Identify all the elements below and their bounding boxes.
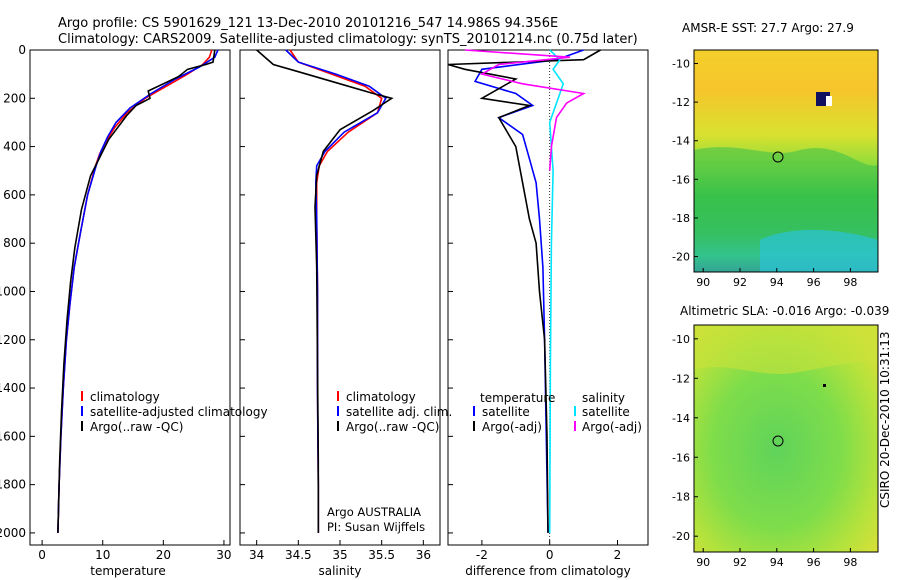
difference-series-1	[447, 49, 601, 533]
difference-plot-frame	[447, 49, 649, 546]
salinity-annotation-0: Argo AUSTRALIA	[327, 505, 421, 519]
difference-legend-left-label-1: Argo(-adj)	[482, 420, 542, 434]
depth-tick-label-0: 0	[18, 43, 26, 57]
header-line-2: Climatology: CARS2009. Satellite-adjuste…	[58, 32, 638, 47]
sla_map-xtick-label-3: 96	[807, 556, 821, 569]
sla_map-xtick-label-4: 98	[843, 556, 857, 569]
depth-tick-label-8: 1600	[0, 429, 26, 443]
salinity-xtick-label-2: 35	[332, 548, 347, 562]
sla_map-ytick-label-5: -20	[672, 530, 690, 543]
temperature-xtick-label-0: 0	[38, 548, 46, 562]
sst_map-xtick-label-2: 94	[770, 276, 784, 289]
salinity-annotation-1: PI: Susan Wijffels	[327, 520, 425, 534]
sst_map-xtick-label-0: 90	[696, 276, 710, 289]
salinity-legend-label-0: climatology	[346, 390, 416, 404]
salinity-legend-label-1: satellite adj. clim.	[346, 405, 452, 419]
temperature-series-2	[57, 49, 216, 533]
depth-tick-label-5: 1000	[0, 284, 26, 298]
csiro-timestamp: CSIRO 20-Dec-2010 10:31:13	[878, 331, 892, 509]
sst_map-ytick-label-0: -10	[672, 58, 690, 71]
sla-map-axes: 90 92 94 96 98 -10 -12 -14 -16 -18 -20	[672, 333, 857, 569]
difference-series-2	[548, 49, 565, 533]
depth-tick-label-1: 200	[3, 91, 26, 105]
temperature-series-0	[57, 49, 213, 533]
salinity-series-1	[285, 49, 387, 533]
depth-tick-label-6: 1200	[0, 333, 26, 347]
depth-tick-label-7: 1400	[0, 381, 26, 395]
depth-tick-label-10: 2000	[0, 526, 26, 540]
temperature-series-1	[57, 49, 219, 533]
sst_map-ytick-label-5: -20	[672, 251, 690, 264]
difference-legend-right-title: salinity	[582, 391, 625, 405]
depth-tick-label-2: 400	[3, 140, 26, 154]
temperature-legend-label-0: climatology	[90, 390, 160, 404]
temperature-legend-label-2: Argo(..raw -QC)	[90, 420, 183, 434]
temperature-xlabel: temperature	[90, 564, 165, 578]
depth-tick-label-4: 800	[3, 236, 26, 250]
sla_map-xtick-label-0: 90	[696, 556, 710, 569]
sst_map-xtick-label-1: 92	[733, 276, 747, 289]
temperature-legend-label-1: satellite-adjusted climatology	[90, 405, 268, 419]
sla_map-ytick-label-0: -10	[672, 333, 690, 346]
difference-xtick-label-0: -2	[476, 548, 488, 562]
difference-legend-right-label-0: satellite	[582, 405, 630, 419]
sst_map-ytick-label-2: -14	[672, 135, 690, 148]
difference-legend-left-title: temperature	[480, 391, 555, 405]
sla-map-frame	[693, 324, 879, 553]
sla-map-title: Altimetric SLA: -0.016 Argo: -0.039	[680, 304, 889, 318]
difference-xtick-label-1: 0	[546, 548, 554, 562]
temperature-xtick-label-3: 30	[216, 548, 231, 562]
sla_map-ytick-label-3: -16	[672, 451, 690, 464]
difference-legend-left-label-0: satellite	[482, 405, 530, 419]
sla_map-ytick-label-2: -14	[672, 412, 690, 425]
sst-cool-patch	[760, 229, 878, 272]
sla_map-xtick-label-1: 92	[733, 556, 747, 569]
difference-xtick-label-2: 2	[614, 548, 622, 562]
difference-series-3	[464, 49, 586, 171]
depth-tick-label-3: 600	[3, 188, 26, 202]
sla_map-xtick-label-2: 94	[770, 556, 784, 569]
temperature-xtick-label-1: 10	[95, 548, 110, 562]
salinity-legend-label-2: Argo(..raw -QC)	[346, 420, 439, 434]
sst-map-axes: 90 92 94 96 98 -10 -12 -14 -16 -18 -20	[672, 58, 857, 289]
salinity-xtick-label-1: 34.5	[285, 548, 312, 562]
temperature-plot-frame	[29, 49, 231, 546]
salinity-plot-frame	[239, 49, 441, 546]
sla-yellow-band	[694, 325, 878, 374]
depth-tick-label-9: 1800	[0, 478, 26, 492]
difference-series-0	[473, 49, 584, 533]
sst-argo-position-marker	[772, 151, 784, 163]
difference-panel: -2 0 2 difference from climatology temperatu…	[447, 49, 649, 578]
salinity-series-0	[289, 49, 383, 533]
sst-map-frame	[693, 49, 879, 273]
salinity-xlabel: salinity	[318, 564, 361, 578]
header-line-1: Argo profile: CS 5901629_121 13-Dec-2010…	[58, 16, 558, 31]
salinity-xtick-label-4: 36	[416, 548, 431, 562]
temperature-xtick-label-2: 20	[156, 548, 171, 562]
difference-legend-right-label-1: Argo(-adj)	[582, 420, 642, 434]
temperature-panel: 0 10 20 30 temperature 0 200 400 600 800 1000 1200 1…	[0, 43, 268, 578]
sla_map-ytick-label-4: -18	[672, 491, 690, 504]
sst-map-panel: AMSR-E SST: 27.7 Argo: 27.9 90 92 94 96 98 -1…	[672, 21, 879, 289]
sla-argo-position-marker	[772, 435, 784, 447]
salinity-xtick-label-3: 35.5	[368, 548, 395, 562]
salinity-xtick-label-0: 34	[249, 548, 264, 562]
sst-map-title: AMSR-E SST: 27.7 Argo: 27.9	[682, 21, 854, 35]
sst_map-xtick-label-3: 96	[807, 276, 821, 289]
difference-xlabel: difference from climatology	[465, 564, 631, 578]
sla-argo-marker-dot	[823, 384, 826, 387]
salinity-series-2	[256, 49, 394, 533]
sst_map-ytick-label-4: -18	[672, 212, 690, 225]
sla_map-ytick-label-1: -12	[672, 372, 690, 385]
salinity-panel: 34 34.5 35 35.5 36 salinity climatologysatelli…	[239, 49, 452, 578]
sst_map-xtick-label-4: 98	[843, 276, 857, 289]
sla-map-panel: Altimetric SLA: -0.016 Argo: -0.039 90 92…	[672, 304, 889, 569]
sst_map-ytick-label-1: -12	[672, 96, 690, 109]
sst-argo-marker-white	[826, 96, 832, 106]
sst_map-ytick-label-3: -16	[672, 173, 690, 186]
